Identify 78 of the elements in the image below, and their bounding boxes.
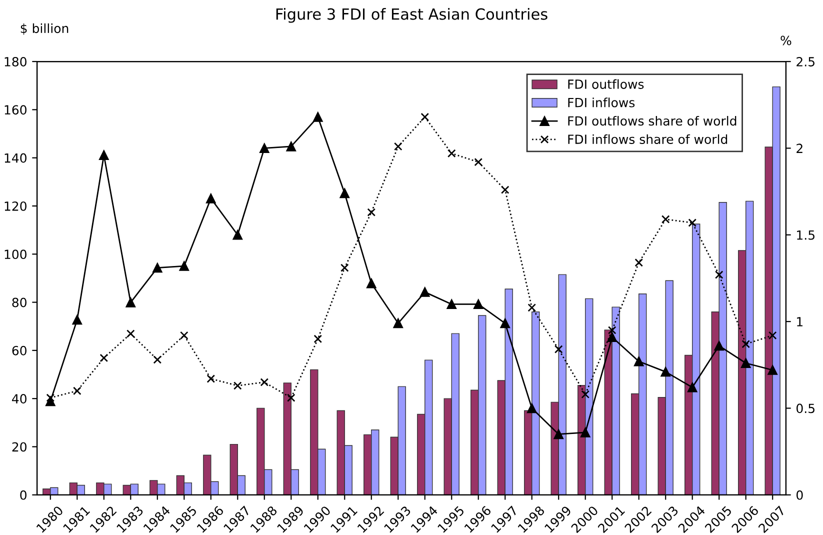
point	[474, 299, 484, 310]
y-tick-label: 160	[4, 105, 26, 115]
y-tick-label: 20	[12, 442, 26, 452]
point	[447, 149, 456, 158]
point	[394, 142, 402, 151]
y-tick-label: 100	[4, 250, 26, 260]
chart-title: Figure 3 FDI of East Asian Countries	[276, 8, 548, 23]
point	[366, 278, 376, 288]
y-tick-label: 60	[12, 346, 26, 356]
legend-label: FDI outflows share of world	[568, 116, 736, 126]
point	[608, 326, 616, 334]
y2-axis-title: %	[780, 36, 792, 46]
y2-tick-label: 1	[797, 317, 802, 326]
point	[607, 332, 617, 342]
point	[446, 299, 456, 310]
y-tick-label: 80	[12, 298, 26, 308]
point	[260, 143, 270, 154]
point	[340, 188, 350, 198]
point	[634, 258, 644, 267]
point	[474, 158, 483, 166]
point	[714, 340, 724, 351]
point	[768, 365, 778, 375]
legend-label: FDI inflows	[568, 98, 635, 108]
point	[768, 331, 777, 340]
y-tick-label: 120	[4, 201, 26, 211]
y-tick-label: 0	[20, 490, 26, 500]
point	[420, 112, 430, 122]
y2-tick-label: 1.5	[797, 230, 814, 240]
point	[742, 340, 750, 348]
y2-tick-label: 0.5	[796, 404, 814, 414]
point	[393, 318, 403, 328]
y-axis-title: $ billion	[20, 23, 68, 35]
point	[313, 112, 323, 122]
y2-tick-label: 2.5	[796, 56, 814, 66]
point	[581, 390, 590, 399]
point	[660, 366, 670, 377]
point	[46, 394, 55, 402]
point	[420, 287, 430, 297]
point	[206, 194, 216, 204]
point	[688, 218, 697, 227]
point	[554, 345, 563, 354]
point	[554, 429, 564, 440]
point	[367, 208, 376, 216]
point	[500, 318, 510, 328]
point	[286, 394, 296, 402]
point	[314, 334, 322, 344]
point	[72, 386, 82, 396]
point	[126, 330, 135, 338]
point	[180, 331, 188, 340]
point	[233, 382, 242, 390]
point	[740, 358, 751, 368]
legend-label: FDI inflows share of world	[568, 134, 728, 144]
y2-tick-label: 2	[796, 144, 802, 153]
point	[286, 142, 296, 152]
y-tick-label: 40	[12, 394, 26, 404]
y-tick-label: 140	[4, 153, 26, 163]
point	[232, 230, 243, 240]
point	[634, 356, 644, 366]
point	[340, 264, 349, 272]
point	[100, 354, 108, 362]
point	[500, 186, 510, 194]
y2-tick-label: 0	[796, 490, 803, 500]
point	[714, 270, 724, 279]
point	[661, 215, 670, 224]
point	[528, 304, 536, 312]
point	[72, 314, 82, 325]
point	[126, 298, 136, 308]
point	[260, 378, 269, 386]
point	[152, 262, 162, 273]
point	[179, 261, 190, 271]
legend-label: FDI outflows	[568, 79, 644, 89]
y-tick-label: 180	[4, 56, 26, 66]
point	[687, 382, 698, 392]
point	[99, 150, 109, 160]
point	[206, 374, 216, 383]
point	[527, 403, 537, 414]
point	[580, 428, 590, 438]
point	[153, 356, 162, 364]
